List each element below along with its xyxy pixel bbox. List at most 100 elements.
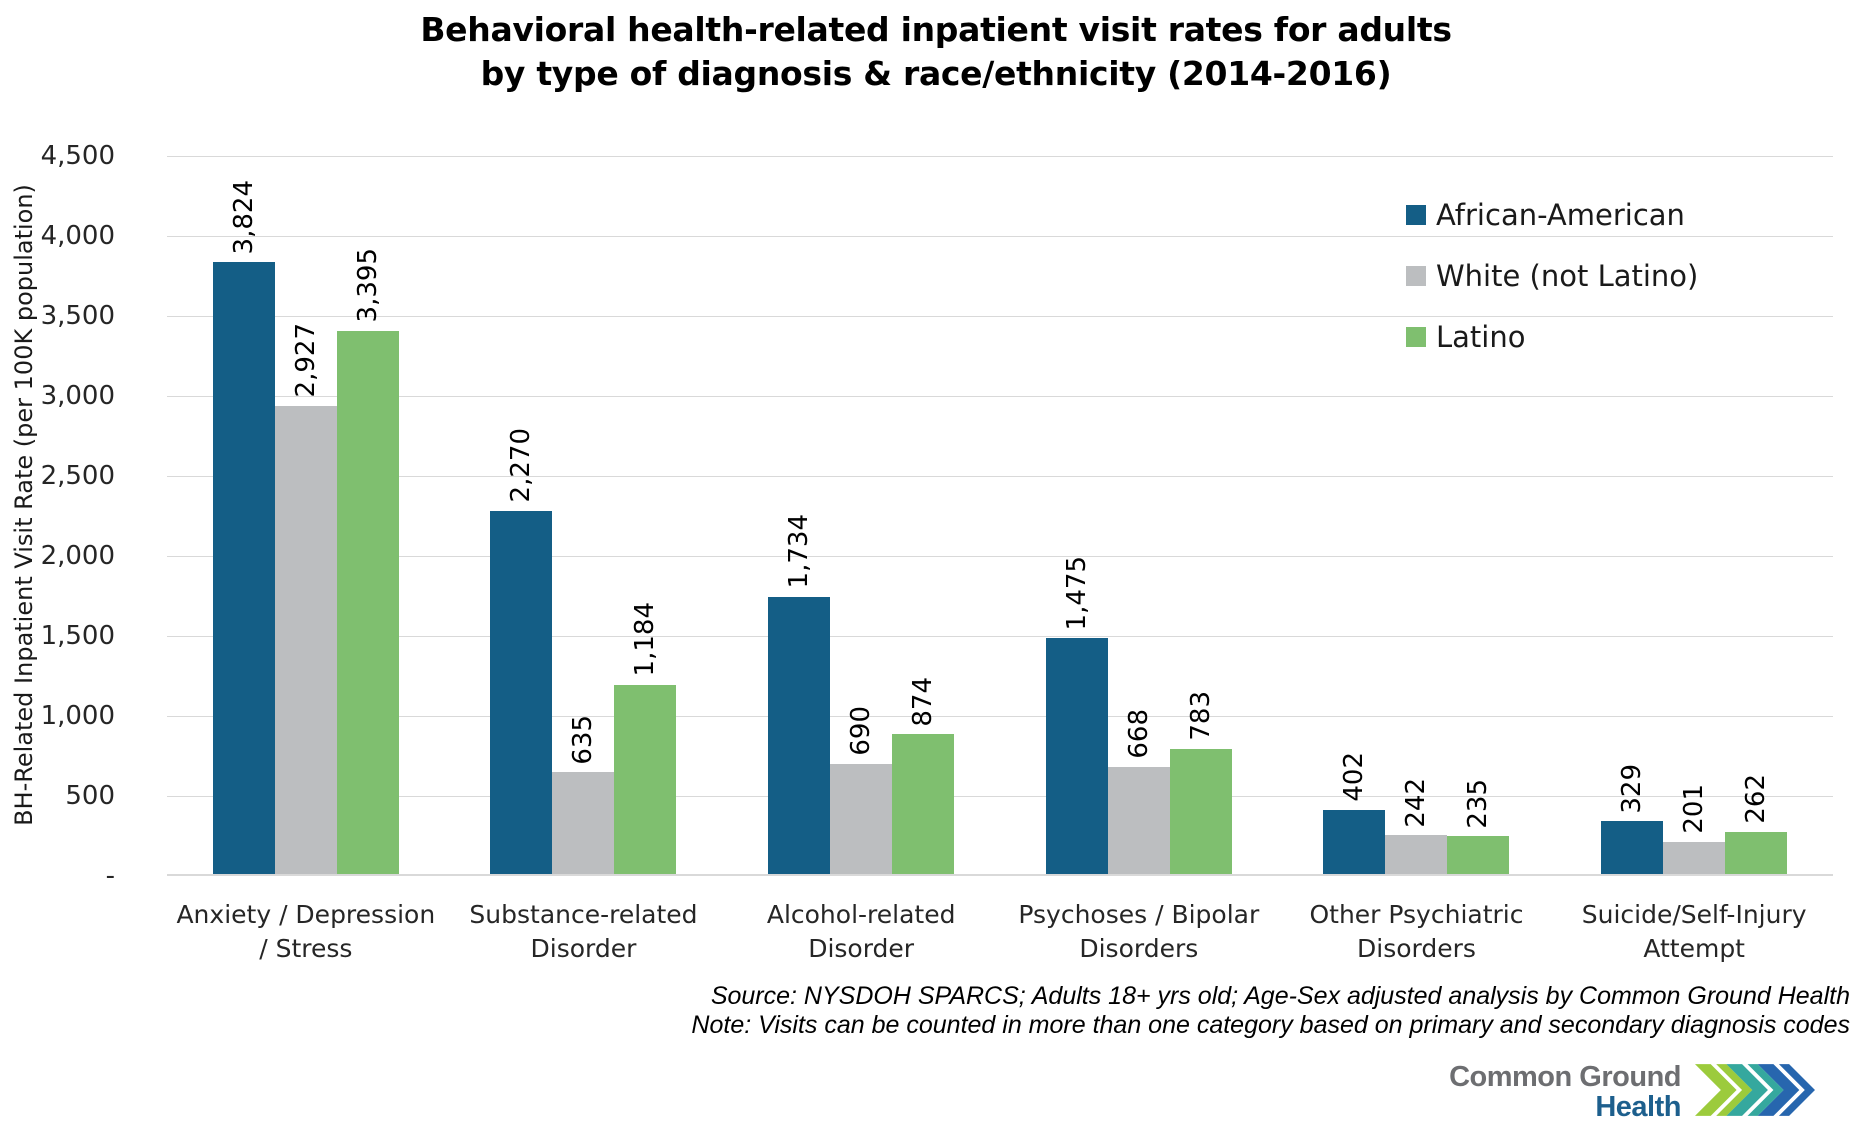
- bar-value-label: 402: [1339, 752, 1370, 802]
- category-label-line: / Stress: [259, 934, 353, 963]
- category-label-line: Suicide/Self-Injury: [1581, 900, 1807, 929]
- bar-value-label: 329: [1617, 763, 1648, 814]
- bar: 3,824: [212, 180, 275, 874]
- gridline: [167, 476, 1833, 477]
- category-label-line: Disorder: [808, 934, 915, 963]
- bar: 1,734: [768, 514, 831, 874]
- y-tick-label: 1,500: [40, 621, 115, 651]
- legend-item: Latino: [1406, 319, 1698, 355]
- category-label-line: Substance-related: [469, 900, 698, 929]
- legend-swatch-icon: [1406, 205, 1426, 225]
- bar-value-label: 690: [846, 705, 877, 756]
- chart-title-line1: Behavioral health-related inpatient visi…: [420, 10, 1452, 49]
- bar: 262: [1725, 774, 1788, 874]
- y-tick-label: 500: [65, 781, 115, 811]
- y-tick-label: 3,000: [40, 381, 115, 411]
- y-tick-label: 3,500: [40, 301, 115, 331]
- category-label-line: Other Psychiatric: [1309, 900, 1524, 929]
- bar-value-label: 3,824: [228, 179, 259, 255]
- y-tick-label: 2,500: [40, 461, 115, 491]
- gridline: [167, 716, 1833, 717]
- category-label-line: Disorders: [1357, 934, 1476, 963]
- bar-group: 1,475 668 783: [1000, 156, 1278, 874]
- logo-text: Common Ground Health: [1449, 1062, 1681, 1122]
- bar: 635: [552, 715, 615, 874]
- y-tick-label: 1,000: [40, 701, 115, 731]
- category-label-line: Attempt: [1643, 934, 1745, 963]
- gridline: [167, 556, 1833, 557]
- bar: 783: [1169, 691, 1232, 874]
- legend-label: White (not Latino): [1436, 259, 1699, 293]
- bar-value-label: 635: [568, 714, 599, 765]
- category-label-line: Disorder: [530, 934, 637, 963]
- bar-group: 1,734 690 874: [722, 156, 1000, 874]
- category-label-line: Anxiety / Depression: [176, 900, 436, 929]
- bar-value-label: 201: [1679, 784, 1710, 834]
- y-axis-title: BH-Related Inpatient Visit Rate (per 100…: [10, 184, 38, 826]
- gridline: [167, 636, 1833, 637]
- bar-group: 3,824 2,927 3,395: [167, 156, 445, 874]
- chart-title: Behavioral health-related inpatient visi…: [0, 8, 1872, 96]
- chevron-arrows-icon: [1695, 1064, 1815, 1120]
- plot-area: 3,824 2,927 3,395 2,270 635 1,184 1,734 690 874 1…: [167, 156, 1833, 876]
- bar-value-label: 2,927: [290, 323, 321, 398]
- category-label: Psychoses / Bipolar Disorders: [1000, 898, 1278, 966]
- bar: 402: [1323, 752, 1386, 874]
- chart-title-line2: by type of diagnosis & race/ethnicity (2…: [480, 54, 1392, 93]
- y-tick-label: -: [105, 861, 115, 891]
- source-note: Source: NYSDOH SPARCS; Adults 18+ yrs ol…: [691, 982, 1850, 1040]
- bar: 201: [1663, 784, 1726, 874]
- bar: 1,184: [614, 602, 677, 874]
- y-tick-label: 4,500: [40, 141, 115, 171]
- legend: African-American White (not Latino) Latino: [1406, 197, 1698, 380]
- category-label-line: Disorders: [1079, 934, 1199, 963]
- source-line: Source: NYSDOH SPARCS; Adults 18+ yrs ol…: [710, 982, 1850, 1010]
- legend-item: African-American: [1406, 197, 1698, 233]
- bar: 690: [830, 706, 893, 874]
- bar-value-label: 1,734: [784, 514, 815, 589]
- legend-swatch-icon: [1406, 266, 1426, 286]
- bar: 3,395: [336, 248, 399, 874]
- bar-group: 329 201 262: [1555, 156, 1833, 874]
- common-ground-health-logo: Common Ground Health: [1449, 1062, 1815, 1122]
- bar: 1,475: [1045, 556, 1108, 874]
- gridline: [167, 156, 1833, 157]
- bar-value-label: 262: [1741, 774, 1772, 825]
- gridline: [167, 316, 1833, 317]
- category-label-line: Psychoses / Bipolar: [1018, 900, 1260, 929]
- bar-group: 402 242 235: [1278, 156, 1556, 874]
- note-line: Note: Visits can be counted in more than…: [691, 1011, 1850, 1039]
- logo-text-line1: Common Ground: [1449, 1061, 1681, 1093]
- bar: 874: [892, 677, 955, 874]
- bar: 235: [1447, 779, 1510, 874]
- logo-text-line2: Health: [1595, 1091, 1681, 1123]
- bar-value-label: 874: [908, 676, 939, 727]
- legend-swatch-icon: [1406, 327, 1426, 347]
- category-label: Anxiety / Depression / Stress: [167, 898, 445, 966]
- legend-label: Latino: [1436, 320, 1526, 354]
- bar: 329: [1601, 764, 1664, 874]
- category-label: Alcohol-related Disorder: [722, 898, 1000, 966]
- category-label-line: Alcohol-related: [766, 900, 956, 929]
- bar-value-label: 242: [1401, 777, 1432, 828]
- category-label: Other Psychiatric Disorders: [1278, 898, 1556, 966]
- legend-label: African-American: [1436, 198, 1685, 232]
- category-label: Substance-related Disorder: [445, 898, 723, 966]
- bar-value-label: 3,395: [352, 248, 383, 323]
- gridline: [167, 796, 1833, 797]
- y-tick-label: 2,000: [40, 541, 115, 571]
- bar: 2,927: [274, 323, 337, 874]
- bar: 2,270: [490, 428, 553, 874]
- bar-value-label: 1,475: [1061, 555, 1092, 630]
- y-tick-label: 4,000: [40, 221, 115, 251]
- gridline: [167, 236, 1833, 237]
- bar-value-label: 235: [1463, 778, 1494, 829]
- bar-value-label: 2,270: [506, 428, 537, 503]
- bar: 668: [1107, 709, 1170, 874]
- gridline: [167, 396, 1833, 397]
- legend-item: White (not Latino): [1406, 258, 1698, 294]
- bar: 242: [1385, 778, 1448, 874]
- bar-group: 2,270 635 1,184: [445, 156, 723, 874]
- bar-value-label: 668: [1123, 709, 1154, 760]
